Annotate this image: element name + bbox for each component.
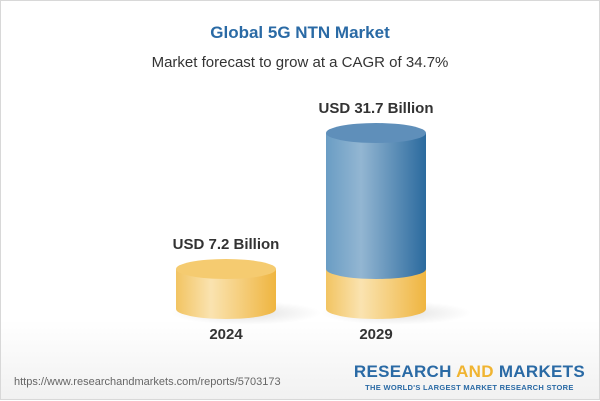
chart-title: Global 5G NTN Market: [210, 23, 390, 42]
category-label: 2029: [359, 326, 392, 343]
bar-2024-top: [176, 259, 276, 279]
bar-2029-base-body: [326, 269, 426, 319]
source-url[interactable]: https://www.researchandmarkets.com/repor…: [14, 376, 281, 388]
data-label: USD 7.2 Billion: [173, 236, 280, 253]
chart-subtitle: Market forecast to grow at a CAGR of 34.…: [151, 54, 449, 71]
research-and-markets-logo: RESEARCH AND MARKETS THE WORLD'S LARGEST…: [353, 362, 585, 392]
category-label: 2024: [209, 326, 243, 343]
data-label: USD 31.7 Billion: [318, 100, 433, 117]
bar-2024-body: [176, 269, 276, 319]
bar-2029-growth-top: [326, 123, 426, 143]
bar-2029-growth-body: [326, 133, 426, 279]
